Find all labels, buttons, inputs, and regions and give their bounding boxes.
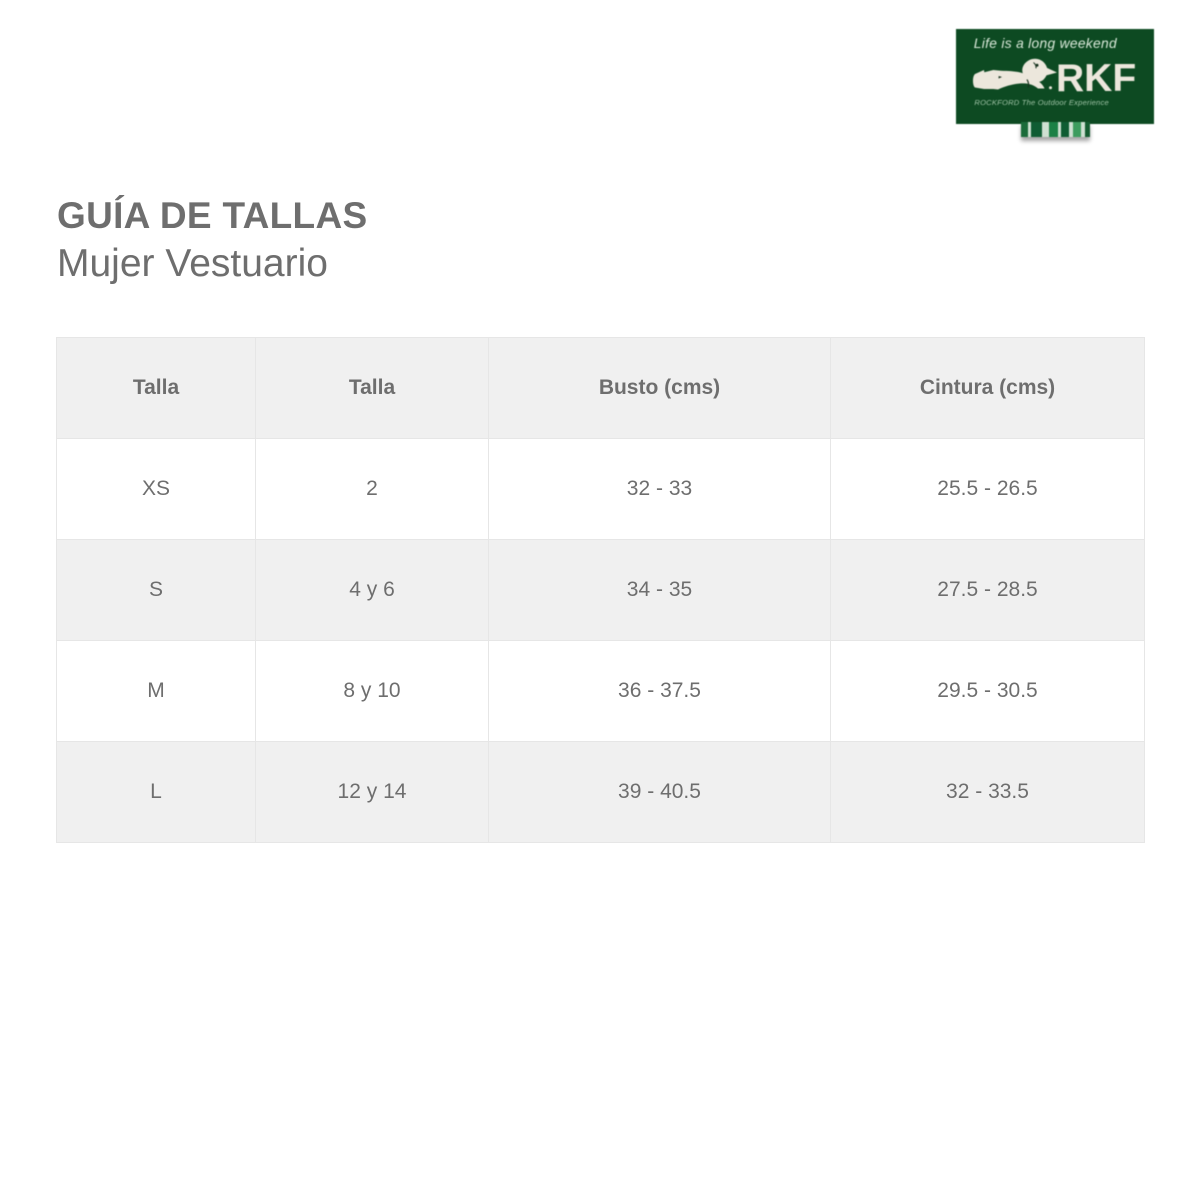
svg-text:ROCKFORD The Outdoor Experienc: ROCKFORD The Outdoor Experience [974,98,1109,107]
svg-text:RKF: RKF [1056,57,1136,100]
svg-text:Life is a long weekend: Life is a long weekend [974,36,1118,51]
